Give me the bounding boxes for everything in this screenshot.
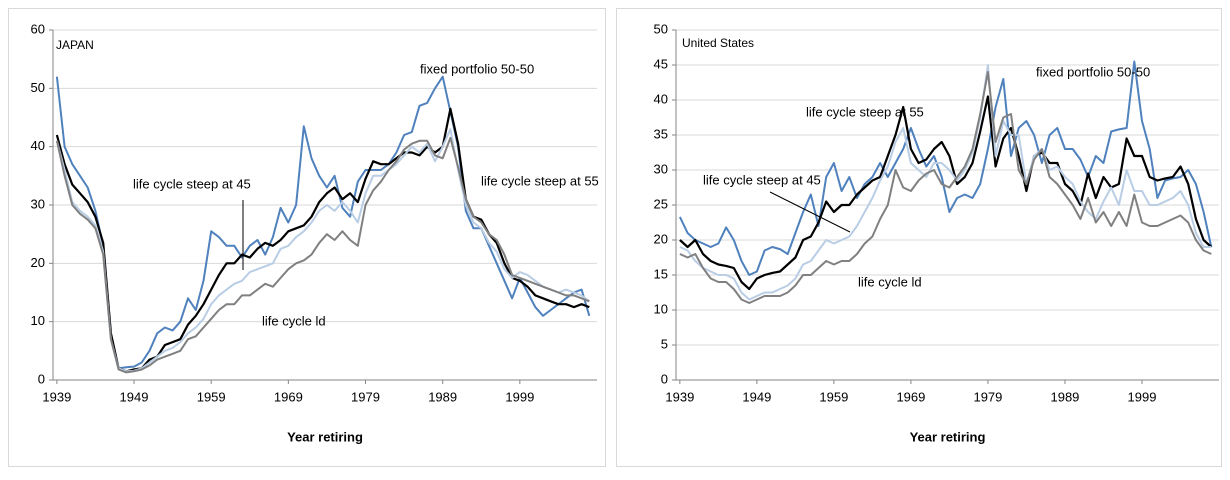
series-annotation: life cycle ld — [262, 313, 326, 328]
y-tick-label: 40 — [654, 91, 668, 106]
x-tick-label: 1949 — [742, 389, 771, 404]
series-line — [678, 60, 1213, 276]
y-tick-label: 20 — [31, 255, 45, 270]
y-tick-label: 50 — [31, 80, 45, 95]
series-annotation: life cycle steep at 55 — [481, 173, 599, 188]
x-tick-label: 1959 — [197, 389, 226, 404]
x-tick-label: 1949 — [120, 389, 149, 404]
x-tick-label: 1999 — [1128, 389, 1157, 404]
series-line — [55, 75, 591, 370]
x-axis-label: Year retiring — [287, 429, 363, 444]
x-tick-label: 1989 — [428, 389, 457, 404]
y-tick-label: 40 — [31, 138, 45, 153]
series-line — [55, 128, 590, 373]
series-annotation: fixed portfolio 50-50 — [420, 61, 534, 76]
chart-title: United States — [682, 36, 754, 50]
y-tick-label: 35 — [654, 126, 668, 141]
series-line — [55, 136, 590, 374]
x-tick-label: 1939 — [665, 389, 694, 404]
chart-title: JAPAN — [56, 38, 94, 52]
x-tick-label: 1999 — [505, 389, 534, 404]
x-tick-label: 1979 — [351, 389, 380, 404]
series-annotation: life cycle ld — [858, 274, 922, 289]
y-tick-label: 30 — [654, 161, 668, 176]
y-tick-label: 60 — [31, 21, 45, 36]
x-tick-label: 1959 — [819, 389, 848, 404]
annotation-pointer — [769, 191, 851, 233]
x-tick-label: 1969 — [274, 389, 303, 404]
y-tick-label: 15 — [654, 266, 668, 281]
x-axis-label: Year retiring — [910, 429, 986, 444]
y-tick-label: 50 — [654, 21, 668, 36]
y-tick-label: 20 — [654, 231, 668, 246]
y-tick-label: 30 — [31, 196, 45, 211]
y-tick-label: 0 — [661, 371, 668, 386]
x-tick-label: 1989 — [1050, 389, 1079, 404]
series-annotation: life cycle steep at 45 — [703, 172, 821, 187]
y-tick-label: 0 — [38, 371, 45, 386]
x-tick-label: 1979 — [973, 389, 1002, 404]
series-annotation: life cycle steep at 55 — [806, 104, 924, 119]
x-tick-label: 1969 — [896, 389, 925, 404]
series-line — [55, 107, 590, 373]
series-line — [679, 71, 1212, 304]
series-line — [679, 64, 1212, 301]
y-tick-label: 25 — [654, 196, 668, 211]
y-tick-label: 10 — [654, 301, 668, 316]
series-line — [679, 95, 1213, 291]
series-annotation: fixed portfolio 50-50 — [1036, 64, 1150, 79]
x-tick-label: 1939 — [42, 389, 71, 404]
y-tick-label: 45 — [654, 56, 668, 71]
right-panel — [616, 8, 1222, 467]
y-tick-label: 10 — [31, 313, 45, 328]
series-annotation: life cycle steep at 45 — [133, 176, 251, 191]
y-tick-label: 5 — [661, 336, 668, 351]
left-panel — [8, 8, 606, 467]
